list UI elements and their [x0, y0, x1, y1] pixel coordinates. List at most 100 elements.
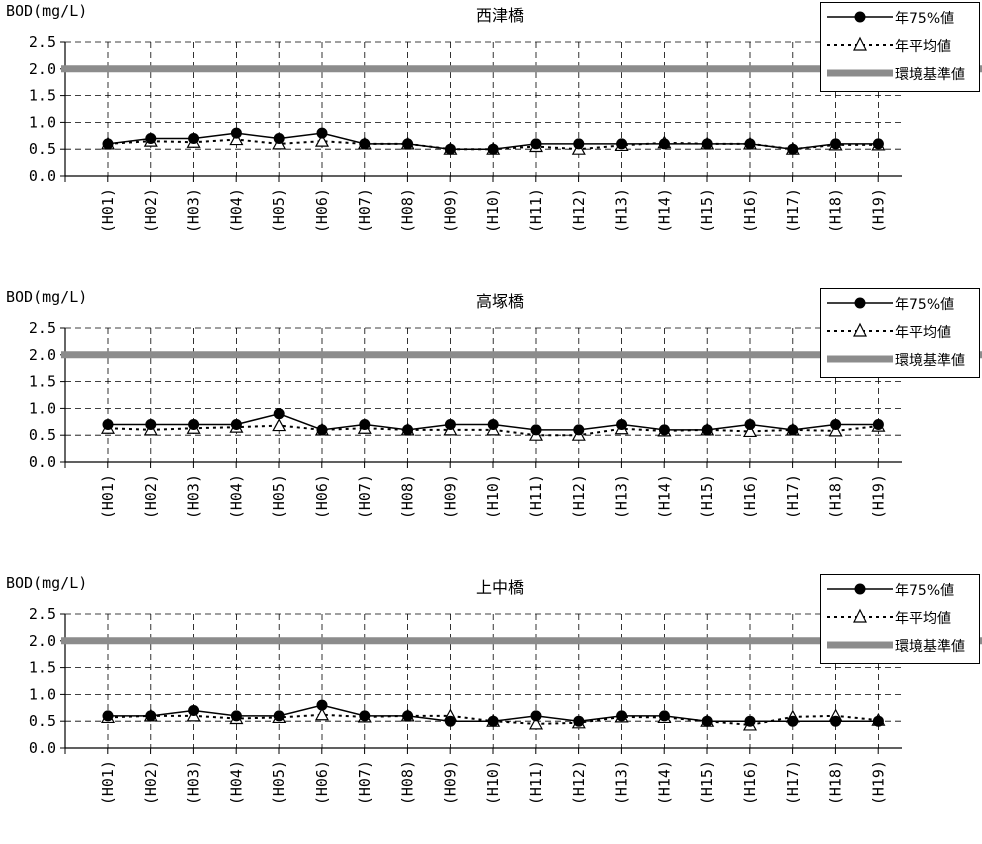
x-tick-label: (H05)	[270, 188, 288, 233]
x-tick-label: (H09)	[441, 188, 459, 233]
x-tick-label: (H13)	[613, 188, 631, 233]
x-tick-label: (H19)	[869, 474, 887, 519]
x-tick-label: (H12)	[570, 474, 588, 519]
y-tick-label: 0.5	[29, 140, 56, 158]
legend-marker-standard-icon	[827, 641, 893, 649]
x-tick-label: (H08)	[399, 188, 417, 233]
series-75-point	[316, 699, 328, 711]
series-75-point	[830, 138, 842, 150]
series-avg-point	[229, 132, 244, 146]
y-tick-label: 0.0	[29, 167, 56, 185]
x-tick-label: (H16)	[741, 760, 759, 805]
series-75-point	[188, 418, 200, 430]
series-75-point	[658, 138, 670, 150]
series-75-point	[530, 424, 542, 436]
series-75-point	[359, 138, 371, 150]
y-tick-label: 1.5	[29, 87, 56, 105]
series-75-point	[872, 418, 884, 430]
x-tick-label: (H16)	[741, 188, 759, 233]
legend: 年75%値 年平均値 環境基準値	[820, 2, 980, 92]
y-tick-label: 1.5	[29, 373, 56, 391]
series-75-point	[701, 424, 713, 436]
legend-marker-75-icon	[827, 583, 893, 595]
series-75-point	[316, 424, 328, 436]
series-75-point	[188, 704, 200, 716]
legend-item-avg: 年平均値	[821, 33, 981, 57]
series-75-point	[487, 715, 499, 727]
x-tick-label: (H07)	[356, 760, 374, 805]
x-tick-label: (H03)	[185, 188, 203, 233]
legend: 年75%値 年平均値 環境基準値	[820, 288, 980, 378]
legend-label-standard: 環境基準値	[895, 67, 965, 83]
chart-plot: 0.0 0.5 1.0 1.5 2.0 2.5 (H01) (H02) (H03) (H04) (H…	[29, 605, 982, 805]
x-tick-label: (H09)	[441, 760, 459, 805]
series-avg-point	[528, 716, 544, 730]
x-tick-label: (H18)	[827, 760, 845, 805]
y-tick-label: 1.0	[29, 113, 56, 131]
series-75-point	[444, 143, 456, 155]
y-tick-label: 2.5	[29, 33, 56, 51]
series-avg-point	[828, 423, 843, 437]
legend-label-75: 年75%値	[895, 583, 955, 599]
series-75-point	[316, 127, 328, 139]
series-75-point	[573, 424, 585, 436]
legend-item-standard: 環境基準値	[821, 633, 981, 657]
x-tick-label: (H03)	[185, 474, 203, 519]
x-tick-label: (H14)	[655, 474, 673, 519]
legend-marker-75-icon	[827, 11, 893, 23]
legend-label-avg: 年平均値	[895, 611, 951, 627]
series-75-point	[402, 138, 414, 150]
legend-marker-avg-icon	[827, 608, 893, 623]
series-avg-point	[314, 133, 330, 147]
legend-marker-75-icon	[827, 297, 893, 309]
x-tick-label: (H05)	[270, 760, 288, 805]
x-tick-label: (H19)	[869, 760, 887, 805]
x-tick-label: (H04)	[227, 760, 245, 805]
series-75-point	[787, 424, 799, 436]
series-75-point	[402, 710, 414, 722]
y-axis-label: BOD(mg/L)	[6, 574, 88, 592]
series-75-point	[273, 408, 285, 420]
x-tick-label: (H10)	[484, 188, 502, 233]
x-tick-label: (H06)	[313, 760, 331, 805]
x-tick-label: (H01)	[99, 474, 117, 519]
x-tick-label: (H16)	[741, 474, 759, 519]
x-tick-label: (H14)	[655, 188, 673, 233]
x-tick-label: (H08)	[399, 474, 417, 519]
series-75-point	[787, 143, 799, 155]
x-tick-label: (H13)	[613, 474, 631, 519]
x-tick-label: (H17)	[784, 474, 802, 519]
x-tick-label: (H14)	[655, 760, 673, 805]
y-tick-label: 0.5	[29, 426, 56, 444]
x-tick-label: (H10)	[484, 760, 502, 805]
x-tick-label: (H15)	[698, 760, 716, 805]
x-tick-label: (H11)	[527, 188, 545, 233]
series-75-point	[872, 138, 884, 150]
legend-label-standard: 環境基準値	[895, 353, 965, 369]
x-tick-label: (H01)	[99, 188, 117, 233]
x-tick-label: (H19)	[869, 188, 887, 233]
y-tick-label: 1.5	[29, 659, 56, 677]
x-tick-label: (H13)	[613, 760, 631, 805]
legend-label-standard: 環境基準値	[895, 639, 965, 655]
chart-title: 高塚橋	[475, 292, 524, 311]
series-75-point	[487, 418, 499, 430]
x-tick-label: (H07)	[356, 474, 374, 519]
series-75-point	[701, 715, 713, 727]
series-75-point	[658, 710, 670, 722]
legend-item-avg: 年平均値	[821, 605, 981, 629]
legend-item-standard: 環境基準値	[821, 347, 981, 371]
chart-plot: 0.0 0.5 1.0 1.5 2.0 2.5 (H01) (H02) (H03) (H04) (H…	[29, 33, 982, 233]
series-75-point	[487, 143, 499, 155]
series-75-point	[230, 710, 242, 722]
y-axis-label: BOD(mg/L)	[6, 288, 88, 306]
y-tick-label: 0.0	[29, 453, 56, 471]
series-75-point	[830, 715, 842, 727]
legend-label-avg: 年平均値	[895, 325, 951, 341]
y-tick-label: 2.0	[29, 346, 56, 364]
series-75-point	[701, 138, 713, 150]
series-75-point	[872, 715, 884, 727]
series-75-point	[359, 710, 371, 722]
x-tick-label: (H04)	[227, 188, 245, 233]
y-axis-label: BOD(mg/L)	[6, 2, 88, 20]
